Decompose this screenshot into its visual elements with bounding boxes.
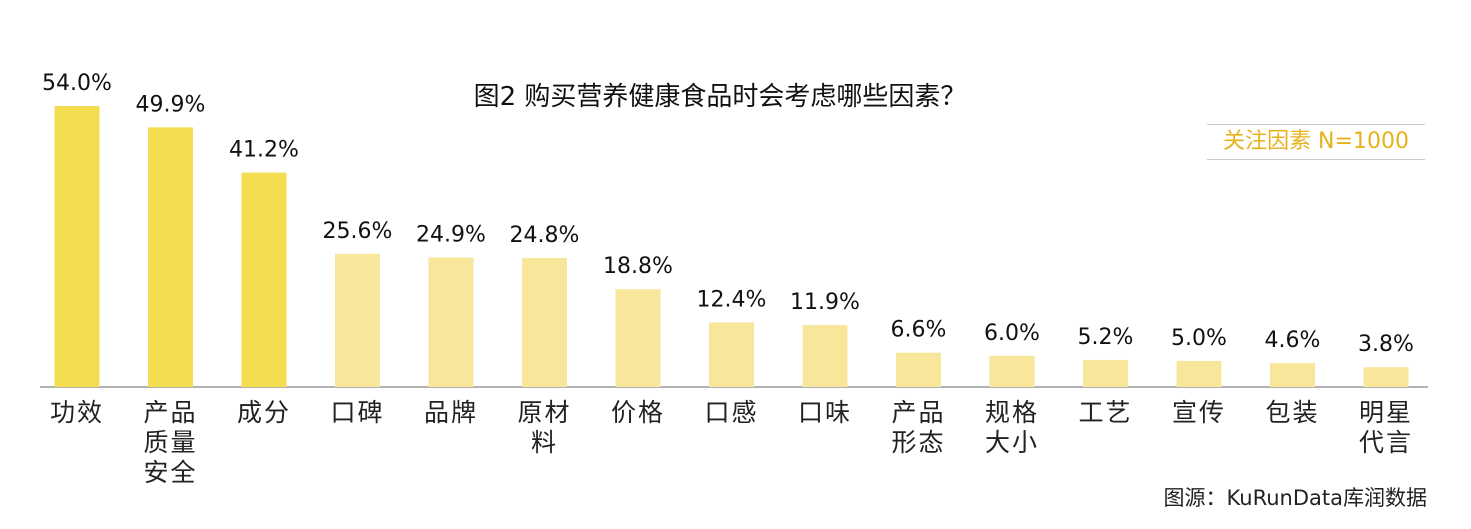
bar xyxy=(896,352,941,387)
bar xyxy=(148,127,193,388)
value-label: 24.9% xyxy=(416,222,486,247)
bar xyxy=(1083,359,1128,387)
value-label: 5.2% xyxy=(1078,325,1134,350)
value-label: 3.8% xyxy=(1358,332,1414,357)
chart-subtitle: 关注因素 N=1000 xyxy=(1207,124,1425,160)
x-tick-label: 品牌 xyxy=(423,398,478,427)
value-label: 11.9% xyxy=(790,290,860,315)
x-tick-label: 产品形态 xyxy=(891,398,946,457)
bar xyxy=(522,257,567,387)
bar xyxy=(241,172,287,387)
x-tick-label: 规格大小 xyxy=(984,398,1039,457)
bar xyxy=(1176,360,1222,387)
value-label: 49.9% xyxy=(136,92,206,117)
value-label: 24.8% xyxy=(510,223,580,248)
value-label: 5.0% xyxy=(1171,326,1227,351)
x-tick-label: 工艺 xyxy=(1078,398,1133,427)
value-label: 25.6% xyxy=(323,219,393,244)
x-tick-label: 成分 xyxy=(236,398,291,427)
bar xyxy=(54,106,100,387)
bar xyxy=(1270,363,1315,387)
bar xyxy=(428,257,474,387)
value-label: 18.8% xyxy=(603,254,673,279)
x-tick-label: 包装 xyxy=(1265,398,1320,427)
bar xyxy=(335,253,380,387)
value-label: 12.4% xyxy=(697,287,767,312)
bar xyxy=(709,322,754,387)
value-label: 4.6% xyxy=(1265,328,1321,353)
x-tick-label: 产品质量安全 xyxy=(143,398,198,487)
value-label: 6.6% xyxy=(891,318,947,343)
x-tick-label: 口感 xyxy=(704,398,759,427)
value-label: 41.2% xyxy=(229,138,299,163)
value-label: 54.0% xyxy=(42,71,112,96)
x-tick-label: 明星代言 xyxy=(1358,398,1413,457)
bar xyxy=(615,289,661,387)
value-label: 6.0% xyxy=(984,321,1040,346)
bar xyxy=(1363,367,1409,387)
source-note: 图源：KuRunData库润数据 xyxy=(1163,486,1427,510)
x-tick-label: 功效 xyxy=(49,398,104,427)
bar xyxy=(802,325,848,387)
x-tick-label: 价格 xyxy=(610,398,665,427)
x-tick-label: 宣传 xyxy=(1171,398,1226,427)
x-tick-label: 原材料 xyxy=(517,398,572,457)
bar xyxy=(989,355,1035,387)
chart-title: 图2 购买营养健康食品时会考虑哪些因素？ xyxy=(473,82,967,112)
x-tick-label: 口碑 xyxy=(330,398,385,427)
x-tick-label: 口味 xyxy=(797,398,852,427)
